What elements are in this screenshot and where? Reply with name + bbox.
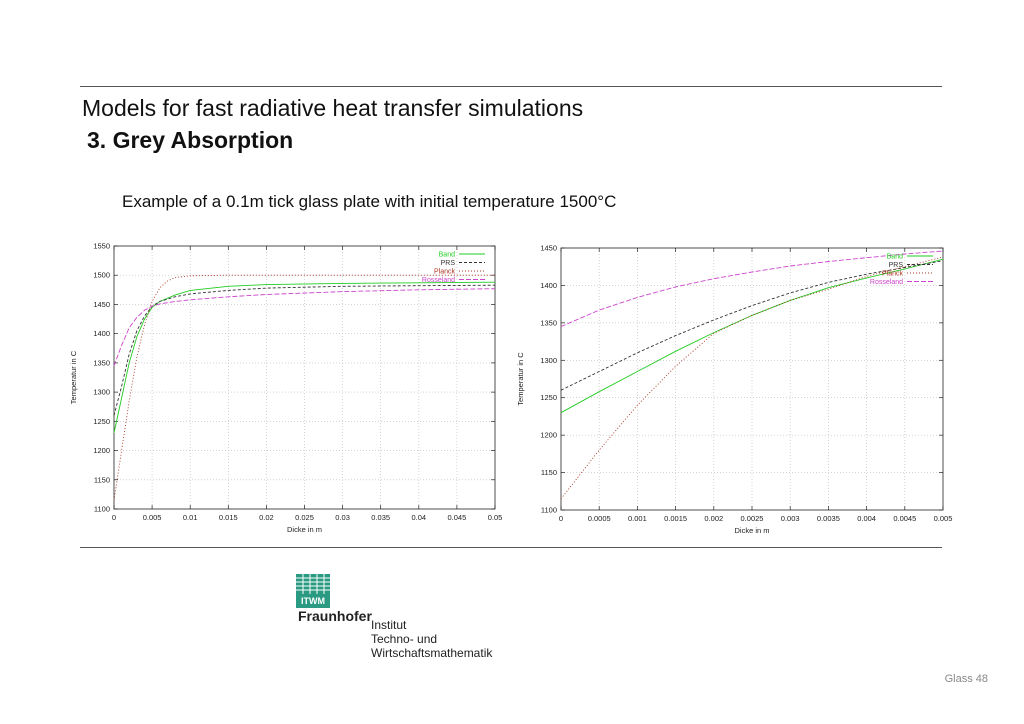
- chart-2-ytick-label: 1400: [540, 281, 557, 290]
- slide-caption: Example of a 0.1m tick glass plate with …: [122, 192, 617, 211]
- chart-2-ytick-label: 1200: [540, 431, 557, 440]
- chart-1-ytick-label: 1350: [93, 358, 110, 367]
- chart-1-ytick-label: 1450: [93, 300, 110, 309]
- chart-1-ytick-label: 1500: [93, 271, 110, 280]
- logo-line-3: Wirtschaftsmathematik: [371, 646, 493, 660]
- chart-1-ytick-label: 1100: [94, 505, 110, 514]
- chart-1-xtick-label: 0.025: [295, 513, 314, 522]
- chart-2-ytick-label: 1300: [540, 356, 557, 365]
- logo-name: Fraunhofer: [298, 608, 372, 624]
- chart-2-legend-label-rosseland: Rosseland: [870, 279, 903, 286]
- chart-2-ytick-label: 1250: [540, 393, 557, 402]
- chart-2-xtick-label: 0.003: [781, 514, 800, 523]
- chart-1-ytick-label: 1250: [93, 417, 110, 426]
- chart-1-ylabel: Temperatur in C: [69, 350, 78, 404]
- chart-1-ytick-label: 1200: [93, 446, 110, 455]
- logo-box-text: ITWM: [301, 596, 325, 606]
- chart-2-series-rosseland: [560, 250, 944, 328]
- chart-1-ytick-label: 1400: [93, 329, 110, 338]
- slide-title: Models for fast radiative heat transfer …: [82, 95, 584, 121]
- fraunhofer-itwm-logo: ITWM: [296, 574, 330, 608]
- chart-2-xtick-label: 0.0005: [588, 514, 611, 523]
- chart-1-series-band: [113, 281, 496, 434]
- chart-1-series-rosseland: [113, 288, 496, 366]
- chart-1-xtick-label: 0.01: [183, 513, 198, 522]
- chart-2-xtick-label: 0.001: [628, 514, 647, 523]
- chart-2-xtick-label: 0.004: [857, 514, 876, 523]
- chart-1-xtick-label: 0.015: [219, 513, 238, 522]
- logo-grid: [296, 574, 330, 594]
- chart-2-xtick-label: 0.0045: [893, 514, 916, 523]
- chart-1-xlabel: Dicke in m: [287, 525, 322, 534]
- chart-1-ytick-label: 1150: [94, 475, 110, 484]
- chart-2-ytick-label: 1450: [540, 244, 557, 253]
- logo-line-2: Techno- und: [371, 632, 438, 646]
- chart-2-ytick-label: 1100: [541, 506, 557, 515]
- chart-2-ytick-label: 1350: [540, 318, 557, 327]
- chart-2-xtick-label: 0.002: [704, 514, 723, 523]
- chart-1-legend-label-rosseland: Rosseland: [422, 277, 455, 284]
- chart-2-legend-label-prs: PRS: [889, 262, 904, 269]
- slide-subtitle: 3. Grey Absorption: [87, 127, 294, 153]
- chart-2-ylabel: Temperatur in C: [516, 352, 525, 406]
- chart-1-xtick-label: 0: [112, 513, 116, 522]
- bottom-rule: [80, 547, 942, 548]
- chart-2-series-prs: [560, 260, 944, 391]
- chart-1-xtick-label: 0.03: [335, 513, 350, 522]
- chart-1-legend-label-planck: Planck: [434, 269, 456, 276]
- chart-1-xtick-label: 0.005: [143, 513, 162, 522]
- chart-2-legend-label-band: Band: [887, 254, 903, 261]
- chart-2-series-band: [560, 258, 944, 414]
- top-rule: [80, 86, 942, 87]
- chart-1-xtick-label: 0.04: [411, 513, 426, 522]
- chart-1-legend-label-prs: PRS: [441, 260, 456, 267]
- page-number: Glass 48: [944, 673, 988, 685]
- logo-line-1: Institut: [371, 618, 407, 632]
- chart-2-xtick-label: 0.0015: [664, 514, 687, 523]
- chart-1-xtick-label: 0.045: [448, 513, 467, 522]
- chart-1-xtick-label: 0.035: [371, 513, 390, 522]
- chart-1-series-prs: [113, 284, 496, 416]
- chart-2-series-planck: [560, 256, 944, 500]
- chart-1-series-planck: [113, 274, 495, 501]
- chart-1-legend-label-band: Band: [439, 252, 455, 259]
- chart-2-legend-label-planck: Planck: [882, 271, 904, 278]
- chart-1-ytick-label: 1300: [93, 388, 110, 397]
- chart-1-xtick-label: 0.05: [488, 513, 503, 522]
- chart-2-xtick-label: 0.0025: [741, 514, 764, 523]
- chart-1-xtick-label: 0.02: [259, 513, 274, 522]
- chart-2-ytick-label: 1150: [541, 468, 557, 477]
- chart-2-xlabel: Dicke in m: [734, 526, 769, 535]
- chart-2-xtick-label: 0.005: [934, 514, 953, 523]
- chart-1-ytick-label: 1550: [93, 242, 110, 251]
- chart-2-xtick-label: 0: [559, 514, 563, 523]
- chart-2-xtick-label: 0.0035: [817, 514, 840, 523]
